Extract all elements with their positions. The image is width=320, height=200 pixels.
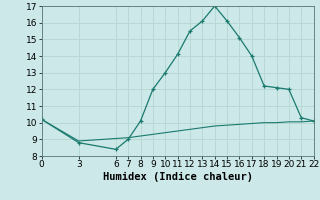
X-axis label: Humidex (Indice chaleur): Humidex (Indice chaleur): [103, 172, 252, 182]
